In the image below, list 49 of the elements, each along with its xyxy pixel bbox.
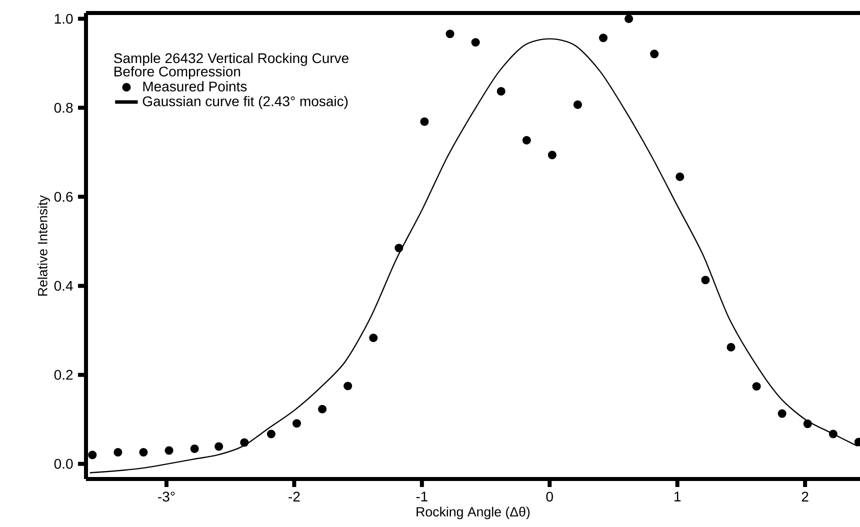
point bbox=[624, 14, 634, 24]
point bbox=[394, 244, 404, 252]
y-tick-label: 0.0 bbox=[54, 458, 73, 469]
y-tick-label: 0.4 bbox=[54, 280, 73, 291]
legend-label: Measured Points bbox=[143, 81, 247, 92]
y-tick-label: 0.8 bbox=[54, 102, 73, 113]
x-tick-label: -1 bbox=[416, 492, 428, 502]
point bbox=[369, 334, 378, 342]
text: Before Compression bbox=[114, 66, 240, 80]
point bbox=[701, 276, 710, 284]
point bbox=[446, 30, 454, 38]
x-tick-label: -2 bbox=[288, 492, 300, 502]
x-tick-label: 2 bbox=[802, 492, 808, 502]
y-tick-label: 1.0 bbox=[54, 14, 73, 24]
point bbox=[650, 50, 659, 58]
point bbox=[190, 444, 199, 453]
text: Sample 26432 Vertical Rocking Curve bbox=[114, 52, 348, 66]
point bbox=[599, 34, 608, 42]
point bbox=[471, 38, 480, 47]
point bbox=[726, 342, 736, 352]
point bbox=[828, 430, 838, 438]
point bbox=[292, 419, 302, 428]
point bbox=[573, 100, 582, 109]
point bbox=[778, 409, 786, 418]
point bbox=[548, 150, 556, 160]
y-tick-label: 0.6 bbox=[54, 192, 73, 202]
legend-label: Gaussian curve fit (2.43° mosaic) bbox=[142, 96, 348, 110]
point bbox=[344, 382, 352, 390]
point bbox=[214, 442, 224, 451]
point bbox=[420, 117, 429, 126]
point bbox=[139, 448, 148, 457]
point bbox=[164, 446, 174, 455]
x-tick-label: -3° bbox=[158, 492, 175, 502]
y-axis-title: Relative Intensity bbox=[38, 195, 50, 296]
y-tick-label: 0.2 bbox=[54, 370, 73, 380]
point bbox=[114, 448, 122, 457]
point bbox=[522, 136, 531, 145]
point bbox=[318, 404, 327, 414]
line-series bbox=[89, 38, 858, 474]
point bbox=[266, 430, 276, 438]
point bbox=[240, 438, 249, 447]
x-axis-title: Rocking Angle (Δθ) bbox=[416, 506, 530, 520]
x-tick-label: 1 bbox=[674, 492, 681, 502]
point bbox=[88, 450, 97, 460]
point bbox=[803, 420, 812, 428]
point bbox=[496, 87, 506, 96]
point bbox=[676, 172, 684, 182]
point bbox=[752, 382, 761, 391]
x-tick-label: 0 bbox=[546, 492, 553, 502]
